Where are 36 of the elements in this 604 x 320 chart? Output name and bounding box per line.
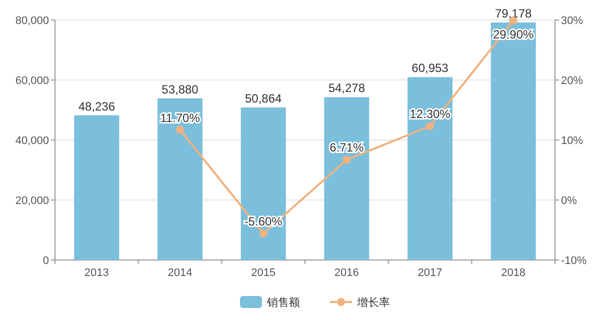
- legend-label: 销售额: [266, 296, 300, 309]
- y2-tick-label: 10%: [561, 135, 584, 147]
- data-label: 11.70%: [160, 110, 200, 125]
- y2-tick-label: 30%: [561, 15, 584, 27]
- data-label: 50,864: [244, 91, 282, 106]
- x-tick-label: 2014: [168, 267, 192, 279]
- bar: [74, 115, 120, 260]
- data-label: 6.71%: [330, 140, 364, 155]
- point: [176, 126, 184, 134]
- bar: [158, 98, 202, 260]
- point: [259, 230, 268, 238]
- x-tick-label: 2018: [501, 267, 526, 279]
- y2-tick-label: 0%: [561, 195, 578, 207]
- data-label: 60,953: [412, 61, 449, 76]
- y-tick-label: 60,000: [15, 75, 49, 87]
- bar: [408, 77, 452, 260]
- y-tick-label: 0: [42, 255, 49, 267]
- x-tick-label: 2013: [84, 267, 109, 279]
- data-label: 54,278: [328, 81, 366, 96]
- x-tick-label: 2017: [418, 267, 442, 279]
- y2-tick-label: -10%: [561, 255, 587, 267]
- x-tick-label: 2015: [251, 267, 276, 279]
- bar: [490, 22, 536, 260]
- x-tick-label: 2016: [334, 267, 359, 279]
- legend-label: 增长率: [356, 296, 390, 309]
- data-label: 53,880: [162, 82, 199, 96]
- y2-tick-label: 20%: [561, 75, 584, 87]
- bar: [324, 97, 370, 260]
- y-tick-label: 80,000: [15, 15, 49, 27]
- point: [342, 156, 351, 164]
- point: [426, 122, 434, 130]
- y-tick-label: 20,000: [15, 195, 49, 207]
- data-label: 79,178: [494, 6, 532, 20]
- bar: [240, 107, 286, 260]
- y-tick-label: 40,000: [15, 135, 49, 147]
- data-label: 48,236: [78, 99, 116, 114]
